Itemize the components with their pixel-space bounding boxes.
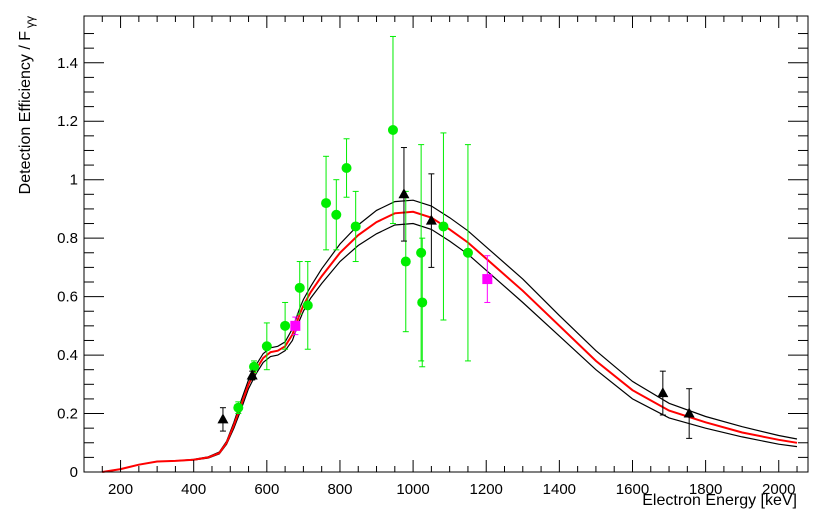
y-tick-label: 0.6 (57, 289, 78, 306)
circle-marker (416, 247, 427, 258)
square-data-point (482, 255, 493, 303)
circle-marker (331, 209, 342, 220)
circle-marker (387, 125, 398, 135)
circle-marker (417, 297, 428, 308)
x-tick-label: 1200 (470, 481, 503, 498)
circle-data-point (387, 35, 398, 225)
y-tick-label: 0 (70, 464, 78, 481)
y-axis-label: Detection Efficiency / F γγ (17, 16, 37, 194)
triangle-data-point (657, 370, 669, 416)
x-tick-label: 1600 (616, 481, 649, 498)
y-tick-label: 0.8 (57, 230, 78, 247)
y-tick-label: 1.4 (57, 55, 78, 72)
square-data-point (290, 316, 301, 336)
circle-data-point (400, 190, 411, 333)
circle-marker (321, 198, 332, 209)
circle-data-point (261, 322, 272, 371)
triangle-data-point (246, 369, 258, 381)
x-tick-label: 600 (254, 481, 279, 498)
plot-frame (83, 15, 809, 473)
triangle-marker (246, 369, 258, 380)
y-tick-label: 1 (70, 172, 78, 189)
circle-marker (294, 282, 305, 293)
circle-data-point (438, 132, 449, 321)
circle-marker (341, 163, 352, 173)
circle-data-point (280, 301, 291, 350)
circle-marker (249, 361, 260, 372)
circle-data-point (321, 155, 332, 251)
y-tick-label: 0.2 (57, 406, 78, 423)
points-layer (217, 35, 695, 439)
triangle-data-point (683, 388, 695, 439)
central-curve (102, 210, 798, 473)
circle-marker (302, 300, 313, 311)
circle-marker (261, 341, 272, 352)
x-tick-label: 800 (327, 481, 352, 498)
circle-marker (400, 256, 411, 267)
circle-data-point (331, 179, 342, 251)
x-tick-label: 200 (108, 481, 133, 498)
circle-data-point (417, 237, 428, 368)
triangle-data-point (398, 147, 410, 242)
y-axis-label-subscript: γγ (23, 16, 37, 28)
y-tick-label: 0.4 (57, 347, 78, 364)
x-tick-label: 1800 (689, 481, 722, 498)
triangle-marker (217, 413, 229, 424)
circle-marker (233, 402, 244, 413)
circle-data-point (294, 261, 305, 315)
y-tick-label: 1.2 (57, 113, 78, 130)
x-axis: 200 400 600 800 1000 1200 1400 1600 1800 2000 (101, 16, 798, 498)
circle-data-point (233, 401, 244, 415)
square-marker (482, 274, 493, 285)
circle-marker (462, 247, 473, 258)
triangle-data-point (217, 407, 229, 432)
x-axis-label: Electron Energy [keV] (642, 492, 797, 509)
triangle-marker (683, 407, 695, 418)
y-axis-label-main: Detection Efficiency / F (17, 31, 34, 195)
circle-data-point (350, 190, 361, 263)
lower-band-curve (102, 222, 798, 473)
circle-data-point (341, 138, 352, 198)
circle-marker (350, 221, 361, 232)
x-tick-label: 1400 (543, 481, 576, 498)
x-tick-label: 2000 (762, 481, 795, 498)
x-tick-label: 1000 (396, 481, 429, 498)
triangle-marker (425, 214, 437, 225)
triangle-data-point (425, 173, 437, 268)
square-marker (290, 320, 301, 331)
triangle-marker (398, 188, 410, 199)
triangle-marker (657, 387, 669, 398)
x-tick-label: 400 (181, 481, 206, 498)
circle-marker (280, 320, 291, 331)
circle-data-point (462, 144, 473, 362)
circle-marker (438, 221, 449, 232)
circle-data-point (302, 261, 313, 350)
circle-data-point (416, 144, 427, 362)
y-axis: 0 0.2 0.4 0.6 0.8 1 1.2 1.4 (57, 33, 808, 481)
curves-layer (102, 199, 798, 473)
